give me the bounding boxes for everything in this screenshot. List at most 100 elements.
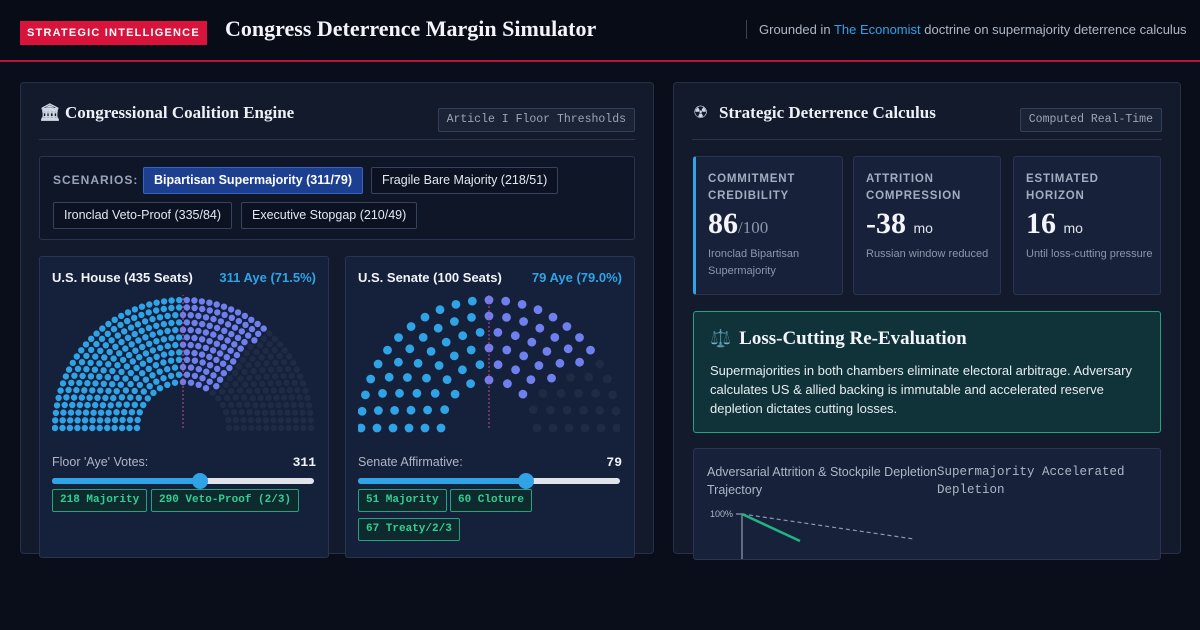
house-open-seat (232, 394, 239, 401)
house-aye-seat (106, 348, 113, 356)
senate-aye-seat (388, 423, 398, 433)
scenarios-label: SCENARIOS: (53, 173, 139, 187)
house-aye-seat (68, 379, 75, 386)
senate-aye-seat (467, 313, 476, 322)
house-aye-seat (160, 305, 167, 313)
senate-aye-seat (519, 317, 528, 326)
senate-aye-seat (575, 333, 584, 342)
house-aye-seat (59, 380, 67, 387)
house-open-seat (270, 387, 277, 394)
house-open-seat (235, 363, 243, 370)
economist-link[interactable]: The Economist (833, 22, 921, 37)
house-open-seat (276, 352, 283, 360)
house-open-seat (267, 353, 274, 360)
house-aye-seat (153, 338, 160, 345)
house-slider-thumb[interactable] (192, 473, 209, 489)
house-aye-seat (105, 409, 112, 416)
house-aye-seat (146, 356, 153, 364)
house-aye-seat (234, 334, 242, 341)
house-aye-seat (65, 386, 72, 394)
house-aye-seat (224, 337, 231, 344)
calculus-title-text: Strategic Deterrence Calculus (719, 103, 936, 122)
house-aye-seat (175, 319, 183, 326)
house-aye-seat (67, 409, 75, 416)
calculus-title: ☢︎ Strategic Deterrence Calculus (693, 103, 936, 123)
house-aye-seat (198, 298, 206, 305)
scenario-ironclad-veto-proof[interactable]: Ironclad Veto-Proof (335/84) (53, 202, 233, 229)
senate-aye-seat (404, 423, 414, 433)
house-aye-seat (133, 364, 140, 372)
house-open-seat (232, 369, 239, 377)
house-open-seat (262, 387, 269, 394)
senate-aye-seat (366, 374, 376, 384)
house-aye-seat (164, 342, 171, 350)
house-aye-seat (153, 322, 160, 329)
house-aye-seat (65, 366, 73, 373)
metric-desc: Russian window reduced (866, 248, 989, 260)
house-open-seat (226, 375, 234, 382)
house-aye-seat (187, 326, 194, 334)
senate-vote-slider[interactable] (358, 473, 620, 489)
house-aye-seat (175, 334, 183, 341)
house-aye-seat (156, 385, 164, 392)
house-open-seat (284, 409, 291, 416)
scenario-executive-stopgap[interactable]: Executive Stopgap (210/49) (241, 202, 418, 229)
scenario-bipartisan-supermajority[interactable]: Bipartisan Supermajority (311/79) (143, 167, 363, 194)
house-aye-seat (82, 341, 90, 348)
house-aye-seat (241, 312, 248, 320)
house-open-seat (273, 394, 280, 401)
house-aye-seat (224, 321, 232, 328)
house-aye-seat (157, 344, 164, 352)
house-card: U.S. House (435 Seats) 311 Aye (71.5%) F… (39, 256, 329, 558)
house-aye-seat (105, 320, 112, 328)
senate-slider-thumb[interactable] (517, 473, 534, 489)
house-open-seat (306, 409, 314, 417)
senate-aye-seat (450, 317, 459, 326)
house-open-seat (291, 379, 298, 386)
house-open-seat (281, 394, 288, 401)
scenario-box: SCENARIOS: Bipartisan Supermajority (311… (39, 156, 635, 240)
house-aye-seat (125, 351, 133, 359)
house-vote-slider[interactable] (52, 473, 314, 489)
house-aye-seat (105, 361, 112, 368)
house-open-seat (243, 350, 250, 357)
house-aye-seat (206, 307, 213, 314)
house-aye-seat (160, 320, 167, 328)
scenario-fragile-bare-majority[interactable]: Fragile Bare Majority (218/51) (371, 167, 559, 194)
house-aye-seat (126, 416, 134, 424)
house-aye-seat (81, 417, 89, 424)
house-open-seat (228, 401, 235, 408)
house-open-seat (290, 359, 297, 367)
house-open-seat (209, 389, 216, 396)
brand-badge: STRATEGIC INTELLIGENCE (20, 21, 207, 45)
house-open-seat (248, 424, 255, 432)
senate-aye-seat (395, 388, 404, 398)
loss-cutting-body: Supermajorities in both chambers elimina… (710, 363, 1132, 416)
house-aye-seat (76, 379, 83, 387)
house-aye-seat (145, 309, 152, 316)
senate-aye-seat (466, 379, 475, 389)
house-open-seat (292, 417, 299, 424)
house-aye-seat (144, 395, 151, 402)
senate-open-seat (556, 388, 566, 398)
scales-icon: ⚖️ (710, 329, 732, 349)
house-aye-seat (62, 373, 70, 380)
senate-aye-seat (378, 389, 387, 398)
house-aye-seat (81, 387, 88, 394)
threshold-senate-treaty: 67 Treaty/2/3 (358, 518, 460, 541)
divider (39, 139, 635, 140)
house-aye-seat (123, 363, 131, 370)
house-aye-seat (160, 298, 168, 305)
house-aye-seat (153, 307, 160, 314)
house-aye-seat (167, 372, 175, 380)
house-aye-seat (175, 356, 183, 363)
house-aye-seat (97, 387, 104, 394)
senate-aye-seat (426, 347, 436, 356)
house-aye-seat (183, 371, 191, 378)
house-aye-seat (140, 401, 147, 409)
house-open-seat (255, 417, 262, 424)
house-open-seat (271, 373, 279, 380)
senate-open-seat (580, 423, 590, 433)
coalition-title: 🏛︎ Congressional Coalition Engine (39, 103, 294, 123)
house-aye-seat (118, 368, 125, 376)
